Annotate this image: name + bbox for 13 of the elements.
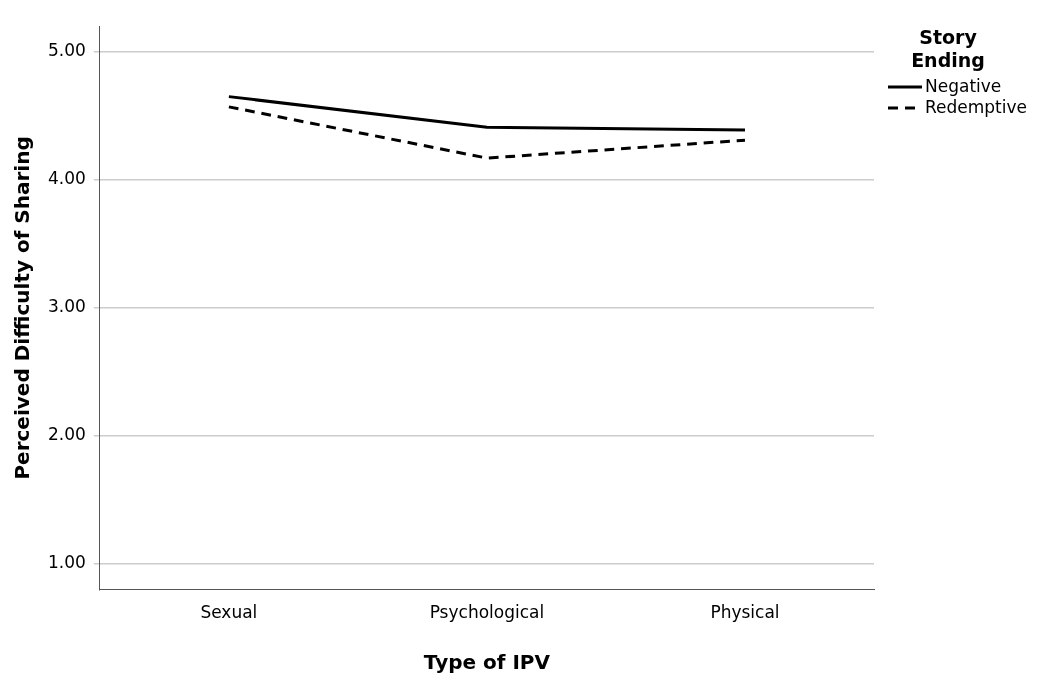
y-tick-label: 2.00 xyxy=(47,424,86,445)
legend-label: Negative xyxy=(925,76,1002,97)
x-tick-label: Physical xyxy=(710,602,780,623)
legend-title: Story Ending xyxy=(910,26,986,72)
x-axis-title: Type of IPV xyxy=(423,650,551,675)
y-tick-label: 3.00 xyxy=(47,296,86,317)
x-tick-label: Psychological xyxy=(429,602,545,623)
y-tick-label: 5.00 xyxy=(47,40,86,61)
x-tick-label: Sexual xyxy=(200,602,258,623)
legend-label: Redemptive xyxy=(925,97,1028,118)
y-axis-title: Perceived Difficulty of Sharing xyxy=(10,136,35,480)
y-tick-label: 4.00 xyxy=(47,168,86,189)
y-tick-label: 1.00 xyxy=(47,552,86,573)
